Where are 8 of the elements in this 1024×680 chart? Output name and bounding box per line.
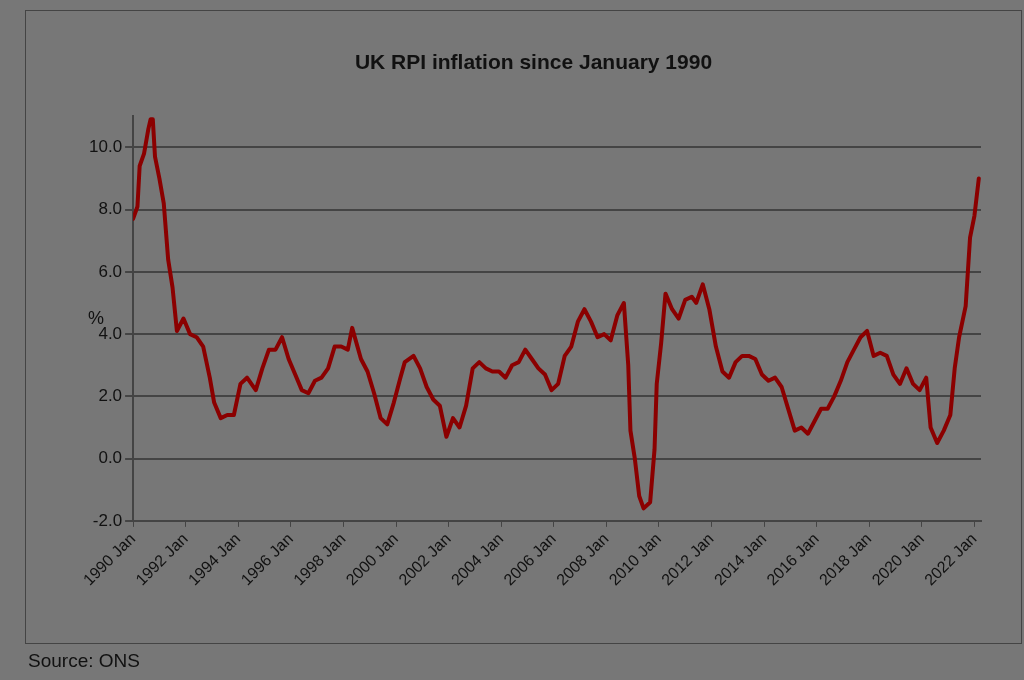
- y-tick-label: 2.0: [98, 386, 123, 406]
- chart-title: UK RPI inflation since January 1990: [354, 50, 713, 74]
- y-tick-label: 0.0: [98, 448, 123, 468]
- y-tick-label: -2.0: [92, 510, 123, 530]
- source-note: Source: ONS: [28, 650, 140, 672]
- y-tick-label: 10.0: [88, 137, 123, 157]
- y-tick-label: 6.0: [98, 261, 123, 281]
- y-tick-label: 8.0: [98, 199, 123, 219]
